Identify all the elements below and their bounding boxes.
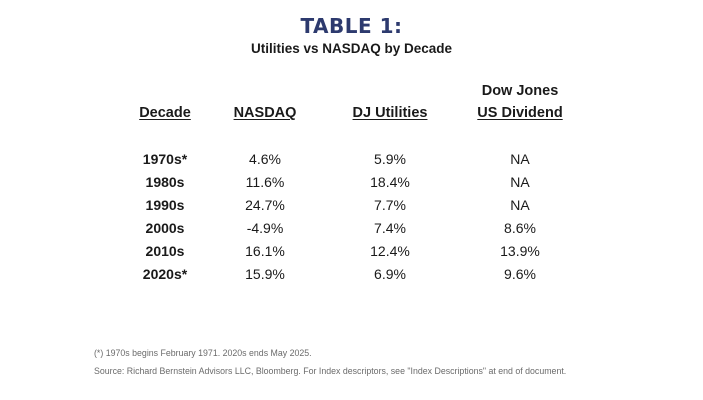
- cell-dj-utilities: 12.4%: [370, 243, 410, 259]
- header-nasdaq: NASDAQ: [220, 80, 310, 124]
- cell-decade: 1980s: [145, 174, 185, 190]
- header-dj-utilities-label: DJ Utilities: [352, 105, 428, 121]
- cell-nasdaq: 11.6%: [245, 174, 285, 190]
- cell-nasdaq: 24.7%: [245, 197, 285, 213]
- cell-dj-us-dividend: 8.6%: [504, 220, 536, 236]
- cell-decade: 1970s*: [142, 151, 188, 167]
- cell-dj-us-dividend: 13.9%: [500, 243, 540, 259]
- table-row: 1990s 24.7% 7.7% NA: [110, 194, 590, 217]
- cell-decade: 2000s: [145, 220, 185, 236]
- cell-decade: 2020s*: [142, 266, 188, 282]
- cell-nasdaq: 16.1%: [245, 243, 285, 259]
- cell-dj-utilities: 5.9%: [374, 151, 406, 167]
- table-row: 2010s 16.1% 12.4% 13.9%: [110, 240, 590, 263]
- header-dow-jones-us-dividend: Dow Jones US Dividend: [455, 80, 585, 124]
- table-title: TABLE 1:: [300, 14, 403, 38]
- cell-dj-us-dividend: NA: [510, 151, 530, 167]
- table-body: 1970s* 4.6% 5.9% NA 1980s 11.6% 18.4% NA…: [110, 148, 590, 286]
- cell-dj-us-dividend: NA: [510, 174, 530, 190]
- table-subtitle: Utilities vs NASDAQ by Decade: [250, 41, 453, 56]
- header-dow-jones-line1: Dow Jones: [481, 83, 559, 99]
- cell-decade: 2010s: [145, 243, 185, 259]
- source-note: Source: Richard Bernstein Advisors LLC, …: [94, 366, 567, 376]
- cell-nasdaq: -4.9%: [246, 220, 284, 236]
- cell-dj-utilities: 7.4%: [374, 220, 406, 236]
- cell-dj-utilities: 7.7%: [374, 197, 406, 213]
- cell-nasdaq: 4.6%: [249, 151, 281, 167]
- cell-dj-us-dividend: NA: [510, 197, 530, 213]
- header-dj-utilities: DJ Utilities: [335, 80, 445, 124]
- table-row: 1980s 11.6% 18.4% NA: [110, 171, 590, 194]
- cell-decade: 1990s: [145, 197, 185, 213]
- cell-dj-utilities: 6.9%: [374, 266, 406, 282]
- table-row: 2000s -4.9% 7.4% 8.6%: [110, 217, 590, 240]
- table-row: 1970s* 4.6% 5.9% NA: [110, 148, 590, 171]
- header-dow-jones-line2: US Dividend: [477, 105, 563, 121]
- header-decade-label: Decade: [139, 105, 191, 121]
- cell-dj-utilities: 18.4%: [370, 174, 410, 190]
- header-nasdaq-label: NASDAQ: [233, 105, 297, 121]
- cell-dj-us-dividend: 9.6%: [504, 266, 536, 282]
- table-row: 2020s* 15.9% 6.9% 9.6%: [110, 263, 590, 286]
- cell-nasdaq: 15.9%: [245, 266, 285, 282]
- header-decade: Decade: [110, 80, 220, 124]
- footnote: (*) 1970s begins February 1971. 2020s en…: [94, 348, 312, 358]
